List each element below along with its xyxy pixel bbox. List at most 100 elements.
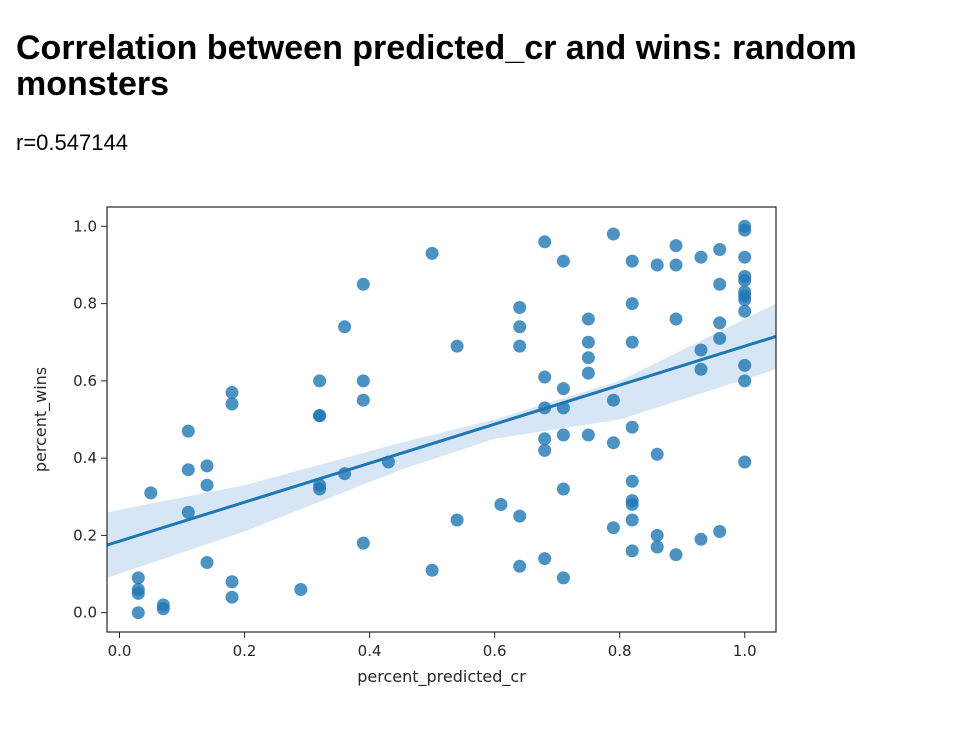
page-title: Correlation between predicted_cr and win…: [16, 29, 857, 103]
data-point: [738, 250, 752, 264]
data-point: [650, 447, 664, 461]
data-point: [694, 250, 708, 264]
data-point: [738, 219, 752, 233]
x-tick-label: 1.0: [733, 642, 757, 660]
data-point: [669, 548, 683, 562]
data-point: [606, 393, 620, 407]
data-point: [650, 540, 664, 554]
data-point: [338, 320, 352, 334]
data-point: [694, 362, 708, 376]
data-point: [131, 606, 145, 620]
data-point: [225, 575, 239, 589]
data-point: [738, 270, 752, 283]
data-point: [556, 382, 570, 396]
data-point: [650, 258, 664, 272]
data-point: [606, 227, 620, 241]
data-point: [556, 254, 570, 268]
data-point: [538, 370, 552, 384]
data-point: [513, 320, 527, 334]
data-point: [513, 509, 527, 523]
data-point: [556, 571, 570, 585]
data-point: [538, 443, 552, 457]
data-point: [738, 285, 752, 299]
data-point: [738, 304, 752, 318]
data-point: [450, 339, 464, 353]
x-tick-label: 0.8: [608, 642, 632, 660]
data-point: [494, 498, 508, 511]
data-point: [538, 432, 552, 446]
x-tick-label: 0.4: [358, 642, 382, 660]
data-point: [669, 258, 683, 272]
data-point: [581, 335, 595, 349]
data-point: [225, 386, 239, 399]
data-point: [625, 474, 639, 488]
data-point: [669, 312, 683, 326]
y-tick-label: 0.4: [73, 449, 97, 467]
data-point: [738, 358, 752, 372]
data-point: [356, 277, 370, 291]
data-point: [669, 239, 683, 253]
data-point: [131, 583, 145, 596]
x-tick-label: 0.0: [108, 642, 132, 660]
data-point: [556, 428, 570, 442]
data-point: [713, 316, 727, 330]
data-point: [694, 343, 708, 357]
data-point: [625, 544, 639, 558]
data-point: [581, 312, 595, 326]
data-point: [131, 571, 145, 585]
scatter-chart: 0.0 0.2 0.4 0.6 0.8 1.0 0.0 0.2 0.4 0.6 0.8 1.0 per…: [31, 206, 777, 687]
y-tick-label: 0.8: [73, 295, 97, 313]
data-point: [356, 536, 370, 550]
data-point: [538, 552, 552, 566]
data-point: [625, 420, 639, 434]
data-point: [606, 521, 620, 535]
data-point: [181, 505, 195, 519]
data-point: [738, 455, 752, 469]
y-tick-label: 0.0: [73, 604, 97, 622]
data-point: [450, 513, 464, 527]
plot-frame: [106, 206, 777, 633]
data-point: [313, 478, 327, 492]
data-point: [581, 366, 595, 380]
data-point: [200, 556, 214, 569]
data-point: [200, 478, 214, 492]
y-tick-label: 1.0: [73, 217, 97, 235]
data-point: [625, 513, 639, 527]
data-point: [513, 559, 527, 573]
data-point: [713, 277, 727, 291]
data-point: [181, 424, 195, 438]
y-tick-label: 0.2: [73, 526, 97, 544]
data-point: [513, 339, 527, 353]
data-point: [425, 246, 439, 260]
data-point: [313, 409, 327, 423]
data-point: [625, 335, 639, 349]
data-point: [713, 331, 727, 345]
data-point: [200, 459, 214, 473]
data-point: [625, 297, 639, 311]
data-point: [313, 374, 327, 388]
data-point: [144, 486, 158, 500]
data-point: [713, 243, 727, 256]
correlation-value: r=0.547144: [16, 130, 128, 155]
x-tick-label: 0.6: [483, 642, 507, 660]
data-point: [738, 374, 752, 388]
data-point: [513, 301, 527, 314]
data-point: [694, 532, 708, 546]
data-point: [225, 590, 239, 604]
x-tick-label: 0.2: [233, 642, 257, 660]
data-point: [356, 374, 370, 388]
data-point: [556, 482, 570, 496]
data-point: [581, 351, 595, 365]
data-point: [606, 436, 620, 450]
data-point: [425, 563, 439, 577]
y-axis-label: percent_wins: [31, 367, 51, 472]
data-point: [581, 428, 595, 442]
x-axis-label: percent_predicted_cr: [357, 667, 526, 687]
data-point: [625, 254, 639, 268]
data-point: [156, 598, 170, 612]
data-point: [650, 528, 664, 542]
data-point: [225, 397, 239, 411]
data-point: [181, 463, 195, 477]
data-point: [625, 494, 639, 508]
regression-line: [106, 334, 777, 547]
